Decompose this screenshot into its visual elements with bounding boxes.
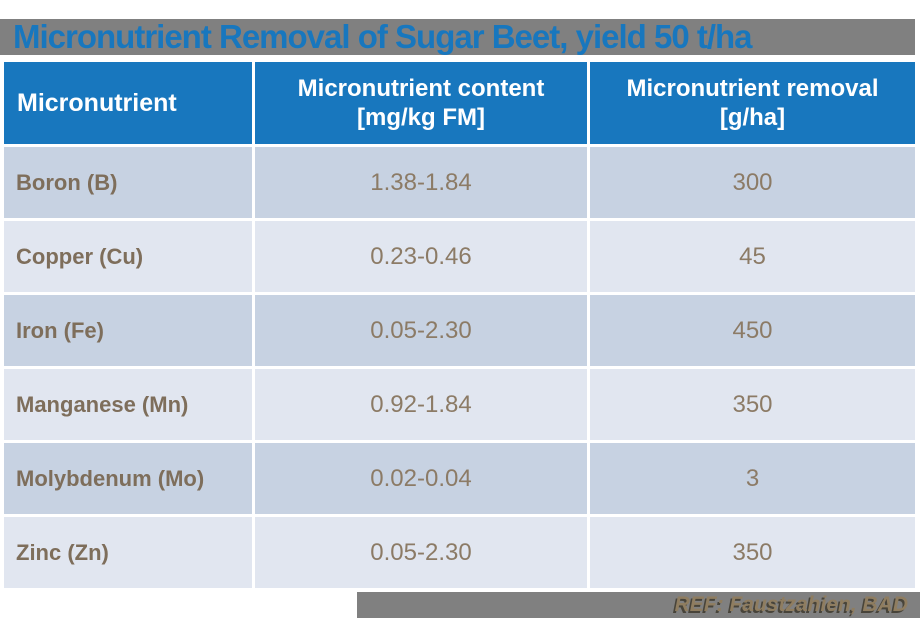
content-value-cell: 0.02-0.04 bbox=[255, 443, 587, 514]
removal-value: 300 bbox=[732, 168, 773, 196]
table-row: Copper (Cu) 0.23-0.46 45 bbox=[4, 221, 915, 292]
removal-value: 350 bbox=[732, 390, 773, 418]
micronutrient-table: Micronutrient Micronutrient content [mg/… bbox=[4, 62, 915, 591]
removal-value: 450 bbox=[732, 316, 773, 344]
header-content-label-line2: [mg/kg FM] bbox=[357, 104, 485, 131]
nutrient-label: Molybdenum (Mo) bbox=[16, 465, 205, 491]
nutrient-cell: Copper (Cu) bbox=[4, 221, 252, 292]
content-value: 0.23-0.46 bbox=[370, 242, 472, 270]
content-value-cell: 0.05-2.30 bbox=[255, 517, 587, 588]
removal-value-cell: 350 bbox=[590, 369, 915, 440]
content-value: 0.02-0.04 bbox=[370, 464, 472, 492]
table-row: Boron (B) 1.38-1.84 300 bbox=[4, 147, 915, 218]
table-header-row: Micronutrient Micronutrient content [mg/… bbox=[4, 62, 915, 144]
table-row: Iron (Fe) 0.05-2.30 450 bbox=[4, 295, 915, 366]
content-value: 1.38-1.84 bbox=[370, 168, 472, 196]
header-micronutrient-label: Micronutrient bbox=[17, 88, 177, 117]
nutrient-label: Copper (Cu) bbox=[16, 243, 144, 269]
table-body: Boron (B) 1.38-1.84 300 Copper (Cu) 0.23… bbox=[4, 147, 915, 588]
content-value-cell: 0.05-2.30 bbox=[255, 295, 587, 366]
removal-value-cell: 350 bbox=[590, 517, 915, 588]
nutrient-cell: Boron (B) bbox=[4, 147, 252, 218]
nutrient-cell: Molybdenum (Mo) bbox=[4, 443, 252, 514]
header-removal-label-line1: Micronutrient removal bbox=[626, 74, 879, 102]
content-value: 0.05-2.30 bbox=[370, 538, 472, 566]
nutrient-label: Iron (Fe) bbox=[16, 317, 104, 343]
header-cell-content: Micronutrient content [mg/kg FM] bbox=[255, 62, 587, 144]
header-removal-label-line2: [g/ha] bbox=[719, 104, 786, 131]
removal-value-cell: 3 bbox=[590, 443, 915, 514]
removal-value-cell: 300 bbox=[590, 147, 915, 218]
table-row: Manganese (Mn) 0.92-1.84 350 bbox=[4, 369, 915, 440]
content-value: 0.92-1.84 bbox=[370, 390, 472, 418]
reference-bar: REF: Faustzahien, BAD bbox=[357, 592, 920, 618]
title-bar: Micronutrient Removal of Sugar Beet, yie… bbox=[0, 18, 915, 55]
content-value-cell: 1.38-1.84 bbox=[255, 147, 587, 218]
nutrient-cell: Zinc (Zn) bbox=[4, 517, 252, 588]
content-value-cell: 0.23-0.46 bbox=[255, 221, 587, 292]
header-cell-removal: Micronutrient removal [g/ha] bbox=[590, 62, 915, 144]
removal-value: 350 bbox=[732, 538, 773, 566]
removal-value-cell: 450 bbox=[590, 295, 915, 366]
header-content-label-line1: Micronutrient content bbox=[297, 74, 545, 102]
page-title: Micronutrient Removal of Sugar Beet, yie… bbox=[13, 18, 753, 55]
table-row: Molybdenum (Mo) 0.02-0.04 3 bbox=[4, 443, 915, 514]
nutrient-label: Manganese (Mn) bbox=[16, 391, 189, 417]
table-row: Zinc (Zn) 0.05-2.30 350 bbox=[4, 517, 915, 588]
content-value-cell: 0.92-1.84 bbox=[255, 369, 587, 440]
nutrient-label: Boron (B) bbox=[16, 169, 118, 195]
nutrient-label: Zinc (Zn) bbox=[16, 539, 109, 565]
reference-text: REF: Faustzahien, BAD bbox=[674, 593, 908, 616]
content-value: 0.05-2.30 bbox=[370, 316, 472, 344]
nutrient-cell: Manganese (Mn) bbox=[4, 369, 252, 440]
removal-value-cell: 45 bbox=[590, 221, 915, 292]
removal-value: 45 bbox=[739, 242, 766, 270]
removal-value: 3 bbox=[745, 464, 760, 492]
header-cell-micronutrient: Micronutrient bbox=[4, 62, 252, 144]
nutrient-cell: Iron (Fe) bbox=[4, 295, 252, 366]
